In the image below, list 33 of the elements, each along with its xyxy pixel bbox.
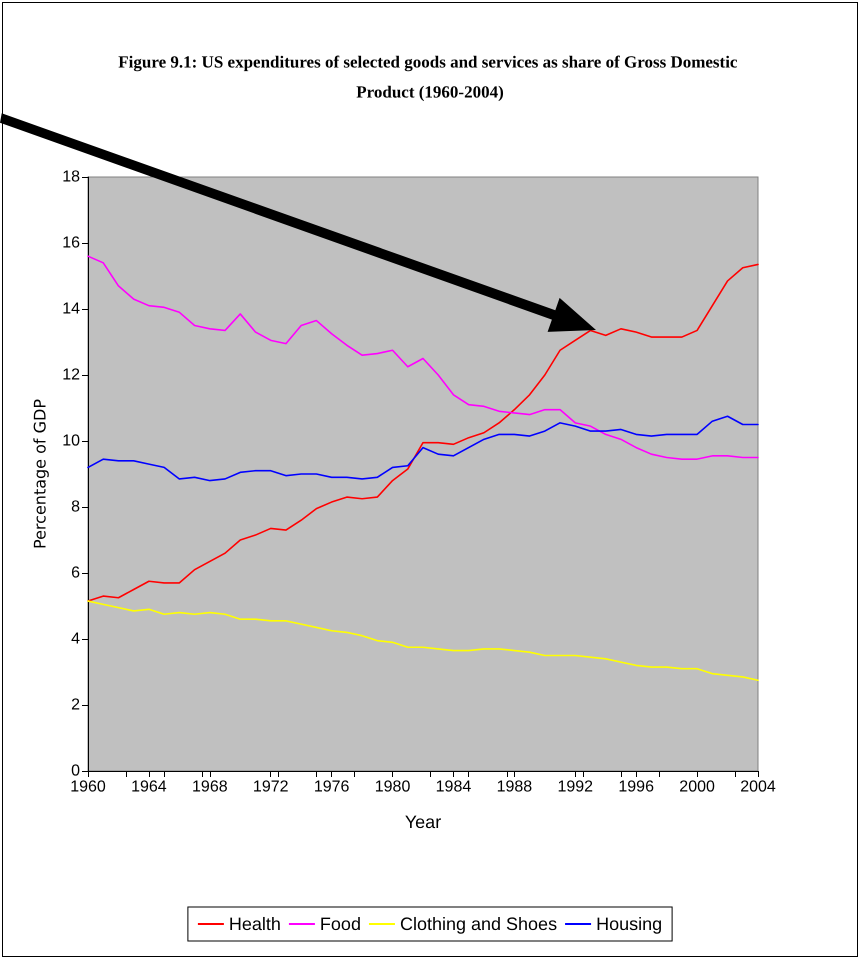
x-tick-label: 1972 xyxy=(252,778,289,796)
line-series xyxy=(87,600,759,682)
x-tick-label: 2000 xyxy=(679,778,715,796)
line-series xyxy=(87,264,759,602)
legend-label: Clothing and Shoes xyxy=(400,914,558,934)
legend-label: Food xyxy=(320,914,361,934)
y-tick-label: 16 xyxy=(62,234,80,252)
y-tick-label: 12 xyxy=(62,366,80,384)
y-tick-label: 18 xyxy=(62,168,80,186)
legend-label: Health xyxy=(228,914,281,934)
y-tick-label: 2 xyxy=(71,696,80,714)
line-series xyxy=(87,255,759,460)
x-tick-label: 1968 xyxy=(192,778,228,796)
legend-label: Housing xyxy=(596,914,662,934)
y-tick-label: 0 xyxy=(71,762,80,780)
x-tick-label: 1984 xyxy=(436,778,472,796)
x-tick-label: 1996 xyxy=(618,778,654,796)
y-axis-title: Percentage of GDP xyxy=(30,398,50,549)
x-tick-label: 1980 xyxy=(374,778,410,796)
y-tick-label: 14 xyxy=(62,300,80,318)
x-tick-label: 1960 xyxy=(70,778,106,796)
line-series xyxy=(87,415,759,482)
x-axis-title: Year xyxy=(404,812,442,832)
y-tick-label: 6 xyxy=(71,564,80,582)
x-tick-label: 1988 xyxy=(496,778,532,796)
x-tick-label: 1992 xyxy=(557,778,594,796)
y-tick-label: 10 xyxy=(62,432,80,450)
y-tick-label: 8 xyxy=(71,498,80,516)
x-tick-label: 1976 xyxy=(314,778,350,796)
x-tick-label: 1964 xyxy=(131,778,167,796)
y-tick-label: 4 xyxy=(71,630,80,648)
chart-title: Figure 9.1: US expenditures of selected goods and services as share of Gross Domestic Product (1960-2004) xyxy=(118,52,742,102)
x-tick-label: 2004 xyxy=(740,778,776,796)
